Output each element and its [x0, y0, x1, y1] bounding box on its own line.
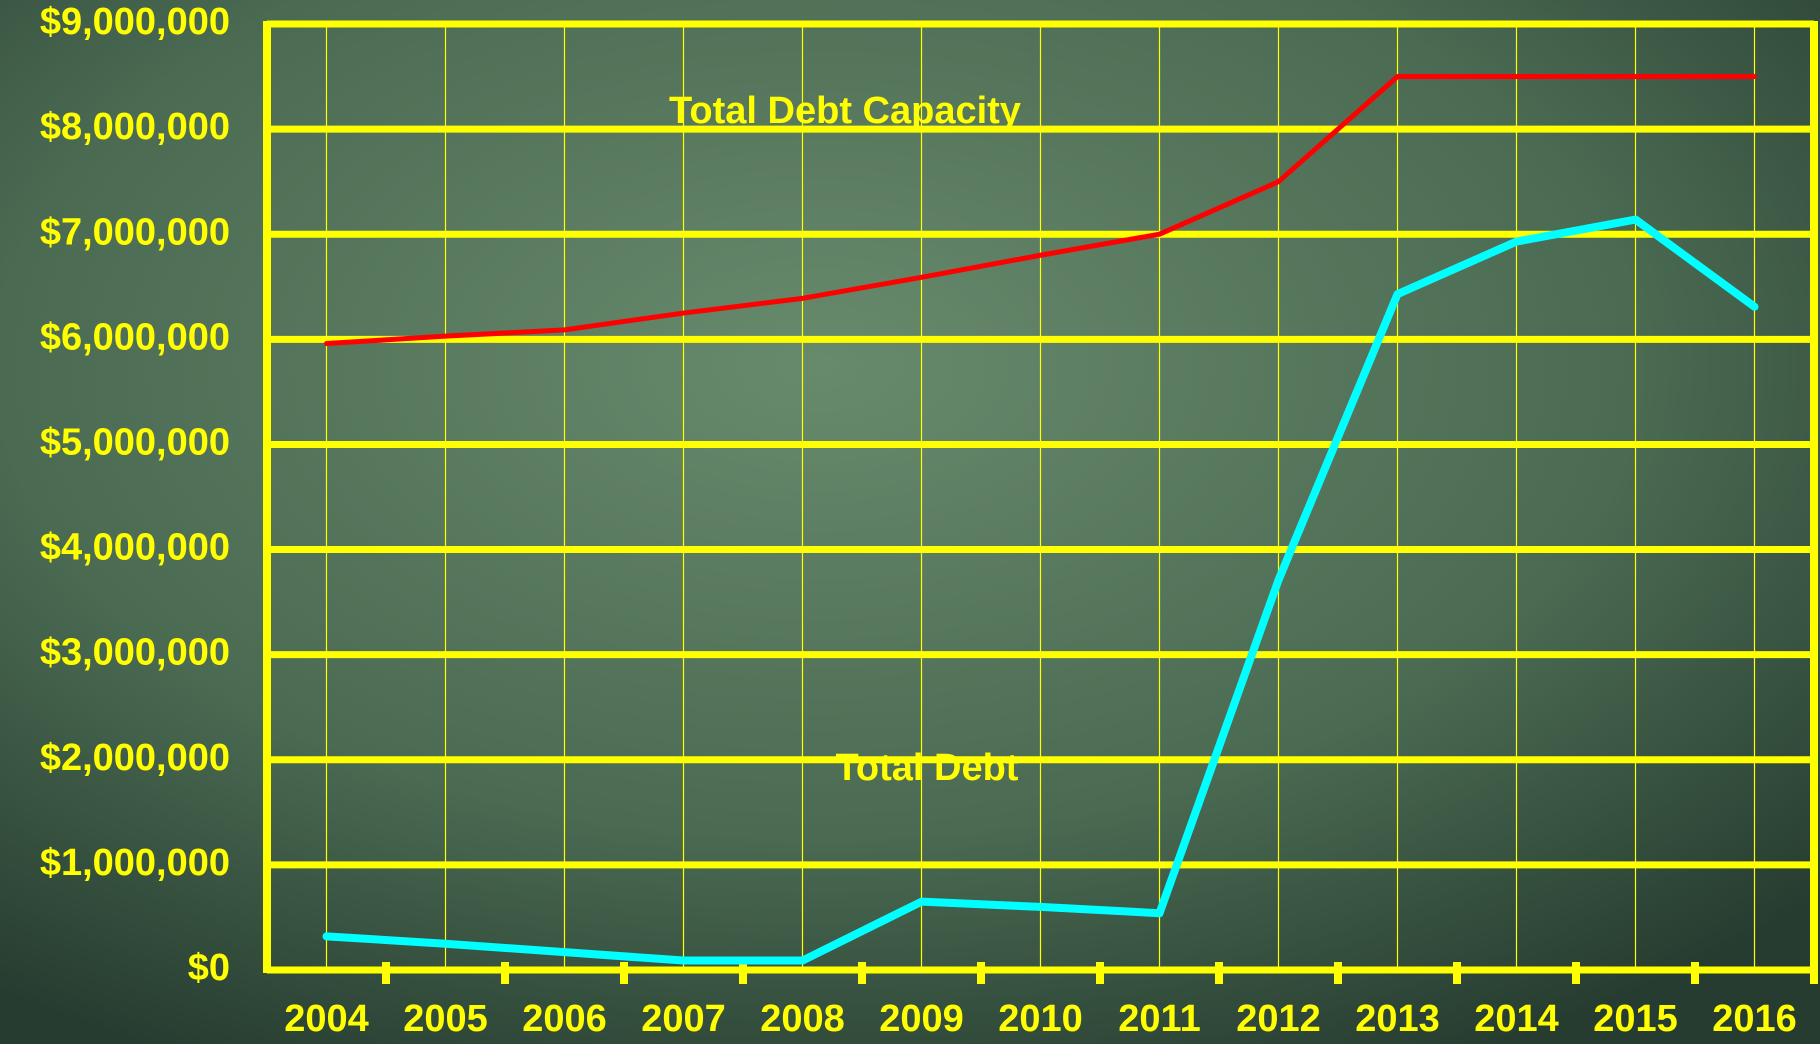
x-tick-label: 2013 [1355, 998, 1440, 1040]
y-tick-label: $3,000,000 [40, 632, 230, 674]
y-tick-label: $6,000,000 [40, 316, 230, 358]
x-tick-label: 2014 [1474, 998, 1559, 1040]
data-line [322, 215, 1759, 965]
y-tick-label: $9,000,000 [40, 1, 230, 43]
y-tick-label: $0 [188, 947, 230, 989]
x-tick-label: 2011 [1118, 998, 1200, 1040]
data-line [324, 74, 1757, 347]
series-label: Total Debt Capacity [669, 90, 1021, 132]
y-tick-label: $8,000,000 [40, 106, 230, 148]
y-tick-label: $5,000,000 [40, 421, 230, 463]
y-tick-label: $7,000,000 [40, 211, 230, 253]
y-tick-label: $1,000,000 [40, 842, 230, 884]
x-tick-label: 2005 [403, 998, 488, 1040]
x-tick-label: 2004 [284, 998, 369, 1040]
x-tick-label: 2012 [1236, 998, 1321, 1040]
x-tick-label: 2009 [879, 998, 964, 1040]
x-tick-label: 2008 [760, 998, 845, 1040]
x-tick-label: 2016 [1712, 998, 1797, 1040]
y-tick-label: $4,000,000 [40, 527, 230, 569]
x-tick-label: 2007 [641, 998, 726, 1040]
series-label: Total Debt [836, 747, 1019, 789]
x-tick-label: 2015 [1593, 998, 1678, 1040]
x-tick-label: 2006 [522, 998, 607, 1040]
x-tick-label: 2010 [998, 998, 1083, 1040]
y-tick-label: $2,000,000 [40, 737, 230, 779]
